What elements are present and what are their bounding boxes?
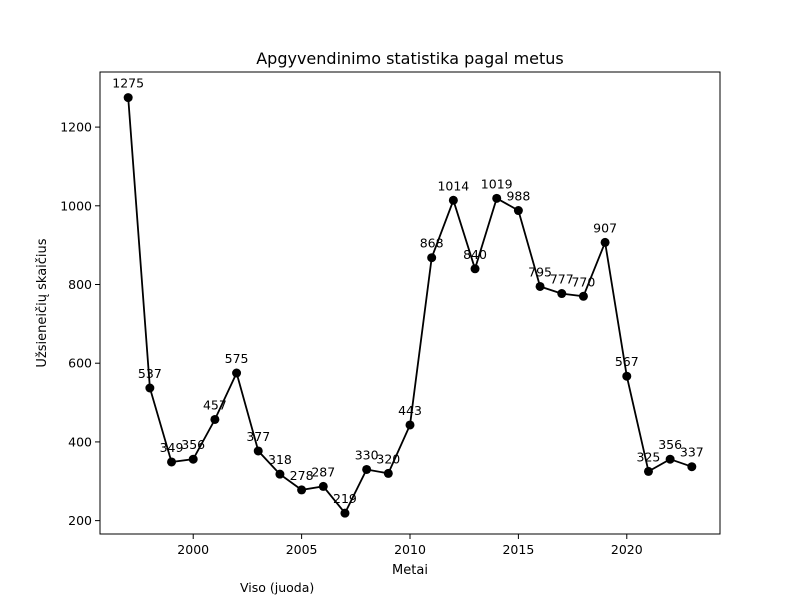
data-point bbox=[340, 508, 350, 518]
data-label: 795 bbox=[528, 264, 552, 279]
data-point bbox=[253, 446, 263, 456]
data-point bbox=[557, 289, 567, 299]
data-point bbox=[383, 468, 393, 478]
data-label: 575 bbox=[225, 351, 249, 366]
data-point bbox=[297, 485, 307, 495]
x-tick-label: 2010 bbox=[394, 542, 426, 557]
x-tick-label: 2000 bbox=[177, 542, 209, 557]
data-point bbox=[578, 291, 588, 301]
data-point bbox=[318, 481, 328, 491]
y-tick-label: 600 bbox=[68, 356, 92, 371]
data-label: 287 bbox=[311, 464, 335, 479]
data-point bbox=[188, 454, 198, 464]
data-label: 219 bbox=[333, 491, 357, 506]
y-tick-label: 800 bbox=[68, 277, 92, 292]
x-tick-label: 2015 bbox=[502, 542, 534, 557]
data-label: 349 bbox=[160, 440, 184, 455]
data-point bbox=[405, 420, 415, 430]
data-point bbox=[665, 454, 675, 464]
data-label: 537 bbox=[138, 366, 162, 381]
data-point bbox=[210, 414, 220, 424]
data-point bbox=[622, 371, 632, 381]
data-point bbox=[167, 457, 177, 467]
data-point bbox=[275, 469, 285, 479]
data-label: 840 bbox=[463, 247, 487, 262]
data-labels: 1275537349356457575377318278287219330320… bbox=[112, 76, 703, 507]
data-point bbox=[427, 253, 437, 263]
data-point bbox=[643, 466, 653, 476]
data-point bbox=[687, 462, 697, 472]
data-label: 457 bbox=[203, 397, 227, 412]
data-point bbox=[362, 464, 372, 474]
chart-title: Apgyvendinimo statistika pagal metus bbox=[256, 49, 564, 68]
data-point bbox=[232, 368, 242, 378]
data-label: 1014 bbox=[437, 178, 469, 193]
y-tick-label: 200 bbox=[68, 513, 92, 528]
data-point bbox=[535, 281, 545, 291]
data-label: 777 bbox=[550, 272, 574, 287]
data-point bbox=[600, 237, 610, 247]
data-label: 377 bbox=[246, 429, 270, 444]
data-label: 567 bbox=[615, 354, 639, 369]
y-axis-ticks: 200 400 600 800 1000 1200 bbox=[60, 120, 100, 528]
data-label: 278 bbox=[290, 468, 314, 483]
data-label: 868 bbox=[420, 236, 444, 251]
data-point bbox=[470, 264, 480, 274]
data-label: 337 bbox=[680, 445, 704, 460]
data-point bbox=[145, 383, 155, 393]
data-points bbox=[123, 93, 697, 518]
data-point bbox=[123, 93, 133, 103]
data-point bbox=[492, 193, 502, 203]
data-label: 320 bbox=[376, 451, 400, 466]
series-line bbox=[127, 97, 693, 515]
data-label: 318 bbox=[268, 452, 292, 467]
x-tick-label: 2005 bbox=[286, 542, 318, 557]
y-tick-label: 1200 bbox=[60, 120, 92, 135]
data-label: 356 bbox=[181, 437, 205, 452]
y-axis-label: Užsieneičių skaičius bbox=[35, 238, 50, 367]
data-label: 443 bbox=[398, 403, 422, 418]
data-label: 356 bbox=[658, 437, 682, 452]
data-point bbox=[448, 195, 458, 205]
plot-area-frame bbox=[99, 71, 721, 535]
x-axis-ticks: 2000 2005 2010 2015 2020 bbox=[177, 534, 643, 557]
data-label: 770 bbox=[571, 274, 595, 289]
x-axis-label: Metai bbox=[392, 563, 428, 578]
data-label: 988 bbox=[506, 189, 530, 204]
y-tick-label: 1000 bbox=[60, 198, 92, 213]
data-label: 1019 bbox=[481, 176, 513, 191]
y-tick-label: 400 bbox=[68, 434, 92, 449]
data-label: 907 bbox=[593, 220, 617, 235]
data-label: 1275 bbox=[112, 76, 144, 91]
data-label: 330 bbox=[355, 447, 379, 462]
data-label: 325 bbox=[637, 449, 661, 464]
series-footnote: Viso (juoda) bbox=[240, 580, 315, 595]
data-point bbox=[513, 206, 523, 216]
x-tick-label: 2020 bbox=[611, 542, 643, 557]
